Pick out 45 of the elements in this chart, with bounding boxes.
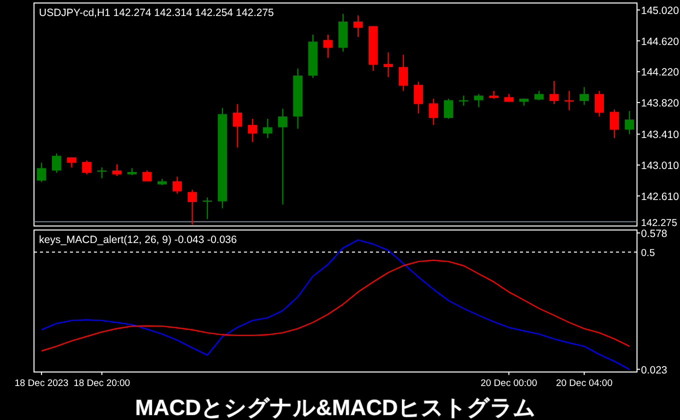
- y-tick-label: 144.220: [641, 66, 680, 79]
- x-tick-label: 20 Dec 00:00: [480, 378, 538, 389]
- ref-line-label: 0.5: [641, 248, 656, 260]
- candlestick: [384, 52, 393, 78]
- candlestick: [36, 162, 46, 183]
- candlestick: [444, 98, 454, 120]
- candlestick: [624, 110, 634, 135]
- ref-line-label: 142.275: [641, 218, 678, 229]
- x-tick-label: 18 Dec 2023: [14, 378, 68, 389]
- y-tick-label: 143.820: [641, 98, 680, 110]
- candlestick: [610, 108, 620, 139]
- chart-title: USDJPY-cd,H1 142.274 142.314 142.254 142.275: [39, 7, 274, 19]
- candlestick: [564, 90, 574, 111]
- candlestick: [398, 54, 408, 92]
- y-tick-label: 0.578: [641, 228, 668, 240]
- y-tick-label: 143.010: [641, 160, 680, 172]
- x-tick-label: 18 Dec 20:00: [74, 378, 130, 389]
- candlestick: [428, 98, 438, 126]
- candlestick: [172, 176, 182, 194]
- candlestick: [188, 189, 197, 226]
- candlestick: [458, 94, 468, 106]
- y-tick-label: 142.610: [641, 190, 680, 203]
- candlestick: [534, 90, 544, 101]
- candlestick: [248, 118, 258, 142]
- candlestick: [112, 164, 122, 176]
- candlestick: [474, 93, 484, 108]
- candlestick: [353, 14, 363, 38]
- y-tick-label: 145.020: [641, 4, 680, 17]
- candlestick: [580, 86, 589, 106]
- x-tick-label: 20 Dec 04:00: [556, 378, 612, 389]
- candlestick: [323, 34, 333, 58]
- y-tick-label: 144.620: [641, 36, 680, 48]
- candlestick: [594, 90, 604, 118]
- candlestick: [232, 103, 242, 148]
- candlestick: [82, 160, 92, 175]
- candlestick: [262, 118, 272, 139]
- line-series: [40, 260, 630, 352]
- text: MACDとシグナル&MACDヒストグラム: [135, 395, 536, 420]
- chart-title: keys_MACD_alert(12, 26, 9) -0.043 -0.036: [39, 234, 238, 246]
- candlestick: [414, 81, 424, 114]
- candlestick: [549, 80, 559, 105]
- y-tick-label: 0.023: [641, 364, 668, 376]
- candlestick: [52, 152, 62, 174]
- y-tick-label: 143.410: [641, 129, 680, 142]
- candlestick: [278, 108, 288, 205]
